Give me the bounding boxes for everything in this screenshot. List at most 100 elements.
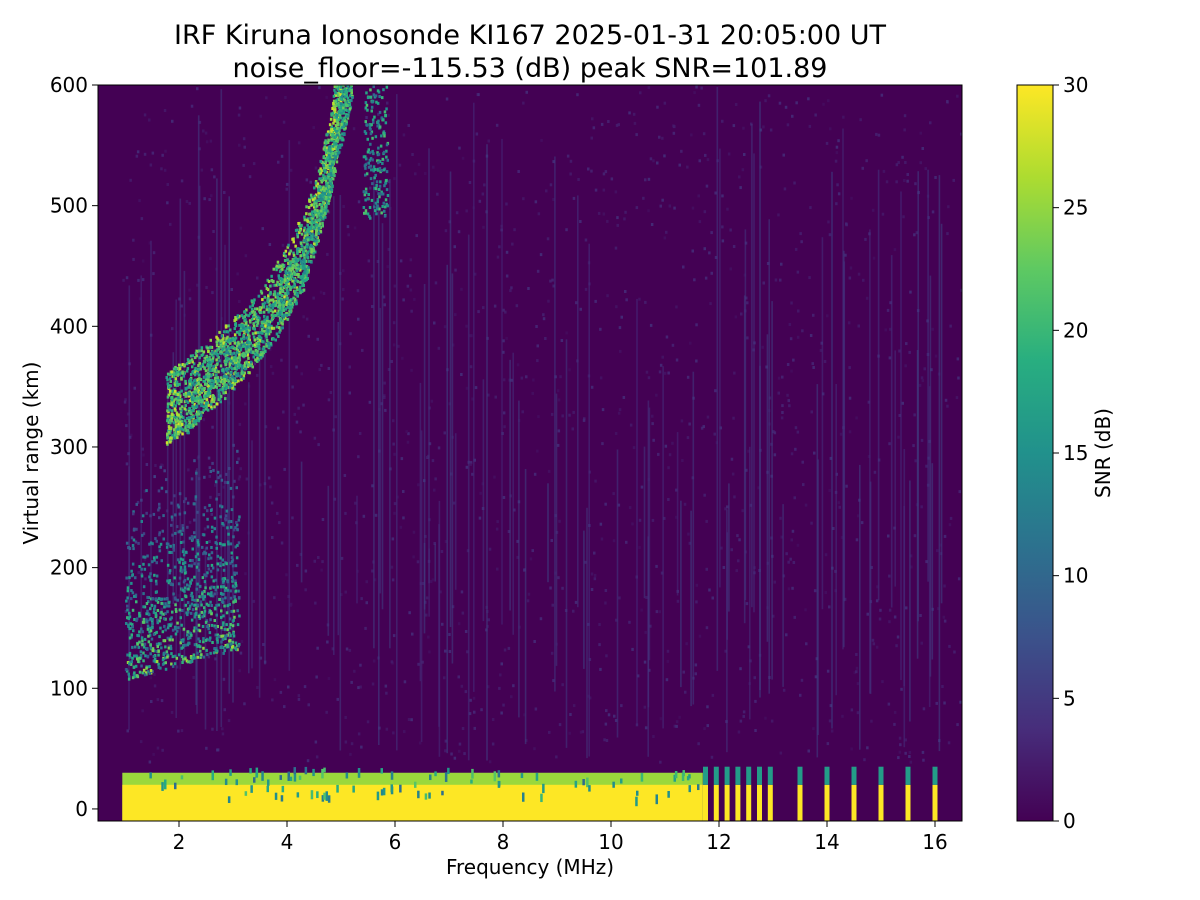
- f-region-x-cell: [271, 314, 275, 318]
- f-region-o-cell: [292, 280, 296, 284]
- f-region-o-cell: [173, 428, 176, 432]
- f-region-x-cell: [202, 375, 206, 379]
- e-region-cell: [126, 661, 130, 664]
- e-region-cell: [128, 675, 131, 679]
- noise-cell: [188, 288, 191, 292]
- noise-cell: [505, 250, 509, 254]
- e-region-cell: [183, 511, 187, 515]
- f-region-o-cell: [329, 133, 333, 137]
- f-region-o-cell: [237, 379, 240, 383]
- noise-cell: [169, 222, 172, 226]
- f-region-x-cell: [235, 330, 239, 334]
- f-region-o-cell: [240, 353, 244, 357]
- f-region-o-cell: [166, 416, 170, 420]
- f-region-x-cell: [350, 99, 353, 103]
- e-region-cell: [135, 600, 138, 604]
- f-region-o-cell: [265, 287, 269, 290]
- noise-cell: [150, 700, 153, 703]
- e-region-cell: [213, 527, 216, 531]
- discrete-sounding-bar: [851, 784, 857, 821]
- noise-cell: [638, 546, 641, 549]
- f-region-x-cell: [317, 239, 320, 243]
- noise-cell: [507, 530, 511, 533]
- noise-cell: [914, 459, 917, 463]
- e-region-cell: [216, 649, 219, 653]
- e-region-cell: [163, 651, 166, 655]
- interference-streak: [327, 485, 330, 636]
- noise-cell: [599, 667, 602, 671]
- e-region-cell: [145, 620, 149, 624]
- e-region-cell: [181, 588, 185, 592]
- f-region-x-cell: [258, 331, 262, 335]
- f-region-o-cell: [187, 360, 190, 364]
- noise-cell: [416, 560, 420, 564]
- noise-cell: [655, 393, 658, 397]
- noise-cell: [786, 363, 790, 366]
- e-region-cell: [188, 536, 192, 540]
- e-region-cell: [229, 589, 232, 593]
- e-region-cell: [196, 603, 200, 607]
- e-region-cell: [161, 529, 164, 533]
- f-region-o-cell: [318, 192, 321, 196]
- noise-cell: [920, 376, 924, 380]
- clutter-cell: [586, 777, 589, 788]
- f-region-x-cell: [223, 387, 226, 391]
- e-region-cell: [234, 598, 237, 602]
- f-region-o-cell: [189, 372, 193, 376]
- noise-cell: [625, 298, 628, 302]
- e-region-cell: [129, 622, 132, 626]
- noise-cell: [392, 321, 396, 325]
- noise-cell: [893, 615, 897, 619]
- noise-cell: [525, 375, 528, 379]
- e-region-cell: [138, 670, 142, 674]
- noise-cell: [217, 562, 221, 566]
- noise-cell: [909, 760, 913, 764]
- f-region-x-cell: [246, 341, 249, 345]
- f-region-o-cell: [296, 232, 299, 236]
- f-region-x-cell: [268, 322, 271, 326]
- noise-cell: [872, 642, 876, 646]
- f-region-o-cell: [266, 288, 270, 292]
- noise-cell: [180, 729, 184, 733]
- e-region-cell: [187, 564, 191, 568]
- noise-cell: [237, 457, 240, 461]
- e-region-cell: [165, 650, 169, 654]
- f-region-x-cell: [243, 367, 247, 371]
- e-region-cell: [194, 603, 197, 607]
- noise-cell: [638, 297, 641, 301]
- noise-cell: [867, 400, 871, 404]
- noise-cell: [683, 502, 687, 506]
- noise-cell: [552, 679, 555, 683]
- e-region-cell: [193, 531, 196, 535]
- noise-cell: [689, 341, 692, 345]
- e-region-cell: [171, 655, 175, 659]
- f-region-x-cell: [252, 322, 255, 326]
- f-region-x-cell: [225, 347, 228, 351]
- e-region-cell: [193, 598, 196, 602]
- f-region-o-cell: [212, 355, 215, 359]
- f-region-x-cell: [276, 283, 280, 287]
- noise-cell: [834, 159, 838, 163]
- noise-cell: [382, 158, 386, 162]
- noise-cell: [318, 368, 321, 372]
- f-region-o-cell: [258, 306, 262, 310]
- interference-streak: [636, 298, 638, 726]
- f-region-x-cell: [285, 312, 288, 315]
- noise-cell: [237, 113, 241, 117]
- noise-cell: [777, 213, 780, 217]
- noise-cell: [291, 516, 294, 520]
- noise-cell: [697, 742, 700, 746]
- noise-cell: [795, 101, 798, 105]
- e-region-cell: [125, 668, 128, 671]
- f-region-o-cell: [200, 390, 203, 394]
- noise-cell: [479, 491, 482, 495]
- noise-cell: [644, 726, 648, 730]
- f-region-o-cell: [177, 425, 180, 429]
- e-region-cell: [215, 603, 218, 607]
- f-region-o-cell: [279, 328, 282, 332]
- e-region-cell: [228, 645, 231, 649]
- noise-cell: [695, 583, 699, 587]
- noise-cell: [348, 365, 351, 369]
- e-region-cell: [177, 626, 180, 630]
- noise-cell: [613, 714, 616, 718]
